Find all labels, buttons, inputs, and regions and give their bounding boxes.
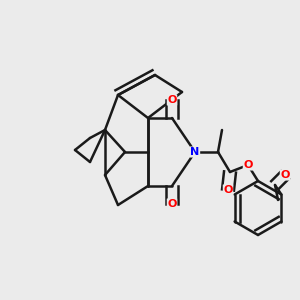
- Text: N: N: [190, 147, 200, 157]
- Text: O: O: [243, 160, 253, 170]
- Text: O: O: [280, 170, 290, 180]
- Text: O: O: [167, 95, 177, 105]
- Text: O: O: [167, 199, 177, 209]
- Text: O: O: [223, 185, 233, 195]
